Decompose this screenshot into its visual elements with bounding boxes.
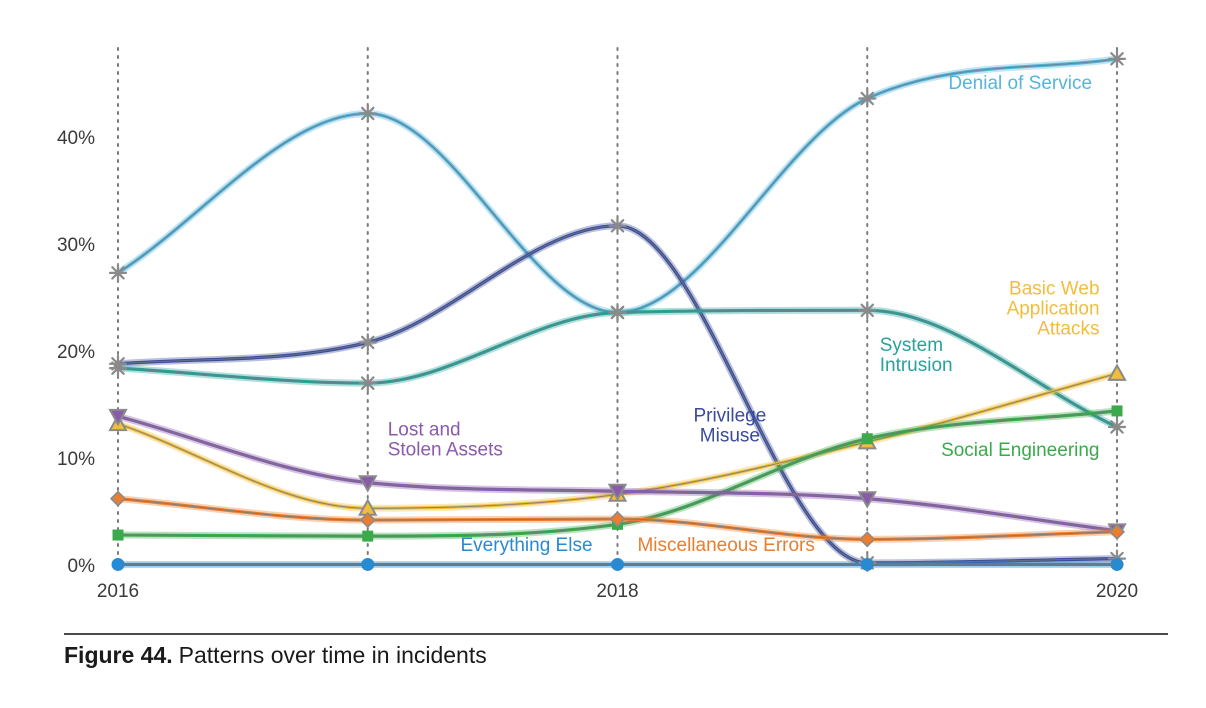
data-point-marker [1111,405,1123,417]
series-label-line: Misuse [700,426,760,447]
y-tick-label: 20% [57,342,95,363]
y-tick-label: 0% [68,556,96,577]
series-label: Miscellaneous Errors [637,535,814,556]
series-label: Everything Else [461,535,593,556]
figure-caption: Figure 44. Patterns over time in incident… [64,642,487,669]
data-point-marker [109,490,127,507]
axes: 0% 10% 20% 30% 40% 2016 2018 2020 [57,128,1138,602]
data-point-marker [1108,523,1126,540]
series-line-core [117,225,1118,564]
data-point-marker [858,301,877,320]
figure-number: Figure 44. [64,642,173,668]
x-tick-label: 2018 [596,581,638,602]
series-label-line: Intrusion [880,355,953,376]
y-tick-label: 40% [57,128,95,149]
series-label-line: Stolen Assets [388,440,503,461]
series-label-line: Miscellaneous Errors [637,535,814,556]
data-point-marker [359,511,376,529]
data-point-marker [861,433,873,445]
data-point-marker [611,557,624,571]
data-point-marker [358,104,377,123]
data-point-marker [108,263,128,282]
figure-caption-text: Patterns over time in incidents [178,642,487,668]
series-label-line: System [880,335,943,356]
data-point-marker [358,333,377,352]
series-label: Basic Web Application Attacks [1007,278,1100,339]
series-markers [108,49,1127,573]
series-label-line: Privilege [693,406,766,427]
series-label-line: Attacks [1037,318,1099,339]
data-point-marker [1107,417,1127,437]
series-label-line: Denial of Service [948,73,1092,94]
data-point-marker [108,359,128,378]
data-point-marker [608,303,627,322]
y-tick-label: 10% [57,449,95,470]
series-label: Social Engineering [941,440,1099,461]
series-label-line: Lost and [388,420,461,441]
data-point-marker [860,557,874,571]
data-point-marker [1107,363,1127,381]
data-point-marker [608,216,627,235]
data-point-marker [859,531,876,548]
data-point-marker [1107,49,1127,69]
data-point-marker [112,529,124,541]
data-point-marker [362,530,374,542]
data-point-marker [108,408,128,427]
series-line-group [114,222,1121,567]
series-labels: Denial of Service Privilege Misuse System In… [388,73,1100,556]
x-tick-label: 2016 [97,581,139,602]
data-point-marker [858,89,877,108]
series-label-line: Application [1007,298,1100,319]
data-point-marker [111,557,125,571]
data-point-marker [607,483,628,502]
data-point-marker [1110,557,1124,571]
series-label: Lost and Stolen Assets [388,420,503,461]
x-tick-label: 2020 [1096,581,1138,602]
series-label: Denial of Service [948,73,1092,94]
data-point-marker [857,491,877,509]
data-point-marker [361,557,375,571]
data-point-marker [358,475,378,493]
series-label-line: Basic Web [1009,278,1099,299]
data-point-marker [358,374,377,393]
series-label-line: Everything Else [461,535,593,556]
data-point-marker [609,510,626,528]
series-label: System Intrusion [880,335,953,376]
series-label: Privilege Misuse [693,406,766,447]
caption-divider [64,633,1168,635]
y-tick-label: 30% [57,235,95,256]
series-label-line: Social Engineering [941,440,1099,461]
